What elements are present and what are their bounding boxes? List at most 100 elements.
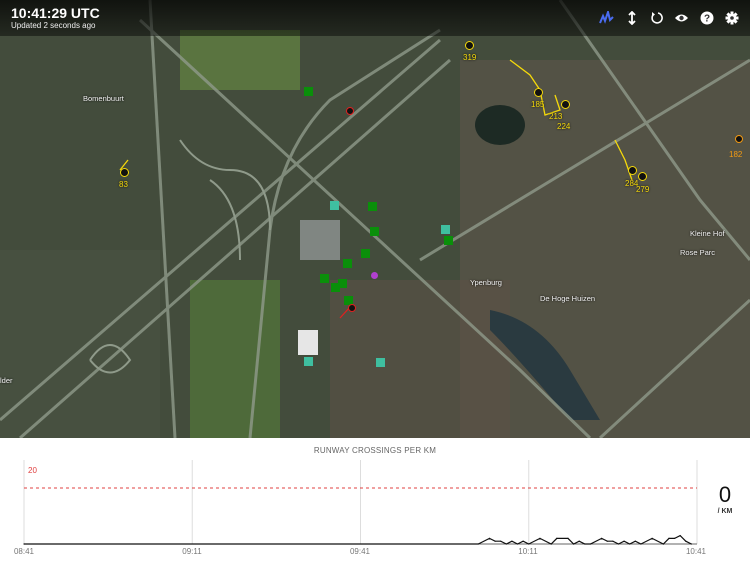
- tracked-marker[interactable]: [561, 100, 570, 109]
- vehicle-marker[interactable]: [331, 283, 340, 292]
- vehicle-marker[interactable]: [368, 202, 377, 211]
- data-point: [690, 543, 692, 545]
- chart-title: RUNWAY CROSSINGS PER KM: [313, 446, 437, 455]
- settings-button[interactable]: [723, 9, 740, 26]
- data-point: [488, 537, 491, 539]
- vehicle-marker[interactable]: [304, 87, 313, 96]
- data-point: [578, 540, 580, 542]
- station-marker[interactable]: [376, 358, 385, 367]
- activity-chart-icon: [599, 11, 614, 24]
- updated-status: Updated 2 seconds ago: [11, 21, 96, 30]
- data-point: [567, 537, 569, 539]
- data-point: [23, 543, 25, 545]
- place-label: Kleine Hof: [690, 229, 725, 238]
- data-point: [494, 540, 496, 542]
- data-point: [606, 540, 608, 542]
- map-view[interactable]: Bomenbuurt Ypenburg De Hoge Huizen Klein…: [0, 0, 750, 438]
- data-point: [522, 540, 524, 542]
- tracked-label: 83: [119, 180, 128, 189]
- x-tick-label: 09:41: [349, 547, 371, 556]
- data-point: [617, 543, 620, 545]
- current-value: 0: [718, 482, 732, 507]
- help-button[interactable]: ?: [698, 9, 715, 26]
- current-unit: / KM: [717, 508, 733, 515]
- data-point: [673, 537, 676, 539]
- data-point: [651, 537, 653, 539]
- data-point: [634, 540, 636, 542]
- data-point: [589, 543, 592, 545]
- tracked-marker[interactable]: [628, 166, 637, 175]
- eye-icon: [675, 14, 688, 21]
- place-label: Ypenburg: [470, 278, 502, 287]
- data-point: [556, 537, 558, 539]
- alert-marker[interactable]: [348, 304, 356, 312]
- x-tick-label: 09:11: [182, 547, 202, 556]
- data-point: [516, 543, 519, 545]
- vehicle-marker[interactable]: [370, 227, 379, 236]
- tracked-label: 224: [557, 122, 571, 131]
- alert-marker[interactable]: [346, 107, 354, 115]
- station-marker[interactable]: [330, 201, 339, 210]
- tracked-label: 182: [729, 150, 743, 159]
- station-marker[interactable]: [441, 225, 450, 234]
- data-point: [539, 537, 541, 539]
- vehicle-marker[interactable]: [320, 274, 329, 283]
- special-marker[interactable]: [371, 272, 378, 279]
- visibility-button[interactable]: [673, 9, 690, 26]
- place-label: lder: [0, 376, 13, 385]
- clock: 10:41:29 UTC: [11, 5, 100, 21]
- data-point: [573, 543, 575, 545]
- help-icon: ?: [700, 11, 713, 24]
- data-point: [668, 537, 670, 539]
- refresh-button[interactable]: [648, 9, 665, 26]
- activity-chart-button[interactable]: [598, 9, 615, 26]
- vehicle-marker[interactable]: [444, 236, 453, 245]
- tracked-label: 185: [531, 100, 545, 109]
- vertical-resize-icon: [627, 10, 636, 25]
- gear-icon: [725, 11, 738, 24]
- tracked-label: 213: [549, 112, 563, 121]
- x-tick-label: 08:41: [13, 547, 35, 556]
- data-point: [629, 543, 631, 545]
- vehicle-marker[interactable]: [338, 279, 347, 288]
- satellite-imagery: [0, 0, 750, 438]
- runway-crossings-chart: RUNWAY CROSSINGS PER KM 20 08:41 09:11 0…: [0, 438, 750, 562]
- place-label: Rose Parc: [680, 248, 716, 257]
- vehicle-marker[interactable]: [343, 259, 352, 268]
- data-point: [662, 543, 664, 545]
- data-point: [528, 543, 530, 545]
- tracked-label: 279: [636, 185, 650, 194]
- vehicle-marker[interactable]: [344, 296, 353, 305]
- data-point: [623, 540, 625, 542]
- tracked-marker[interactable]: [638, 172, 647, 181]
- tracked-marker[interactable]: [534, 88, 543, 97]
- svg-text:?: ?: [703, 13, 709, 24]
- data-point: [612, 540, 614, 542]
- data-point: [500, 540, 502, 542]
- data-point: [685, 540, 687, 542]
- top-bar: 10:41:29 UTC Updated 2 seconds ago ?: [0, 0, 750, 36]
- tracked-marker[interactable]: [120, 168, 129, 177]
- tracked-marker-orange[interactable]: [735, 135, 743, 143]
- refresh-icon: [651, 12, 663, 24]
- data-point: [550, 543, 552, 545]
- data-point: [679, 535, 681, 537]
- x-tick-label: 10:11: [518, 547, 538, 556]
- data-point: [511, 540, 513, 542]
- chart-plot: [23, 460, 698, 545]
- tracked-label: 284: [625, 179, 639, 188]
- data-point: [584, 543, 586, 545]
- threshold-label: 20: [28, 466, 37, 475]
- place-label: Bomenbuurt: [83, 94, 124, 103]
- data-point: [477, 543, 479, 545]
- x-tick-label: 10:41: [685, 547, 707, 556]
- vertical-resize-button[interactable]: [623, 9, 640, 26]
- vehicle-marker[interactable]: [361, 249, 370, 258]
- station-marker[interactable]: [304, 357, 313, 366]
- place-label: De Hoge Huizen: [540, 294, 596, 303]
- data-point: [640, 543, 642, 545]
- toolbar: ?: [598, 9, 740, 26]
- data-point: [505, 543, 507, 545]
- series-line: [24, 534, 692, 545]
- tracked-marker[interactable]: [465, 41, 474, 50]
